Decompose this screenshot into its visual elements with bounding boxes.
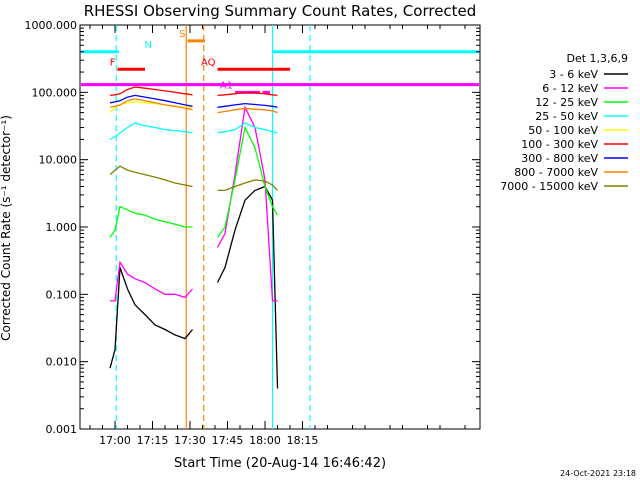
- x-tick-label: 17:15: [137, 434, 169, 447]
- legend-entry-label: 50 - 100 keV: [528, 124, 598, 137]
- legend-entry-label: 300 - 800 keV: [521, 152, 598, 165]
- y-tick-label: 1000.000: [25, 19, 78, 32]
- x-tick-label: 17:45: [212, 434, 244, 447]
- y-tick-label: 1.000: [46, 221, 78, 234]
- legend-entry-label: 3 - 6 keV: [549, 68, 598, 81]
- legend-entry-label: 6 - 12 keV: [542, 82, 598, 95]
- footer-timestamp: 24-Oct-2021 23:18: [560, 469, 636, 478]
- x-axis-ticks: 17:00 17:15 17:30 17:45 18:00 18:15: [89, 25, 466, 447]
- series-line: [110, 105, 278, 302]
- flag-bar-label: N: [145, 40, 152, 51]
- series-line: [109, 185, 279, 389]
- y-tick-label: 10.000: [39, 154, 78, 167]
- plot-area: N F S AQ A1: [79, 24, 481, 430]
- x-tick-label: 18:15: [287, 434, 319, 447]
- y-axis-label: Corrected Count Rate (s⁻¹ detector⁻¹): [0, 115, 13, 341]
- y-axis-ticks: 1000.000 100.000 10.000 1.000 0.100 0.010 0.00…: [25, 19, 480, 436]
- flag-bar-label: A1: [220, 80, 233, 91]
- x-tick-label: 17:00: [99, 434, 131, 447]
- y-tick-label: 0.100: [46, 288, 78, 301]
- series-line: [109, 86, 278, 97]
- legend-entry-label: 12 - 25 keV: [535, 96, 598, 109]
- legend-entry-label: 100 - 300 keV: [521, 138, 598, 151]
- flag-bar-label: S: [179, 29, 185, 40]
- x-tick-label: 17:30: [174, 434, 206, 447]
- y-tick-label: 100.000: [32, 86, 78, 99]
- series-line: [109, 94, 278, 108]
- y-tick-label: 0.001: [46, 423, 78, 436]
- legend-title: Det 1,3,6,9: [566, 52, 628, 65]
- legend-entry-label: 7000 - 15000 keV: [500, 180, 598, 193]
- series-line: [109, 98, 278, 114]
- chart-title: RHESSI Observing Summary Count Rates, Co…: [84, 2, 477, 20]
- flag-bar-label: F: [110, 57, 116, 68]
- flag-bar-label: AQ: [201, 57, 216, 68]
- x-axis-label: Start Time (20-Aug-14 16:46:42): [174, 456, 386, 471]
- series-line: [109, 125, 279, 238]
- x-tick-label: 18:00: [249, 434, 281, 447]
- series-line: [109, 165, 278, 192]
- legend-entry-label: 800 - 7000 keV: [514, 166, 598, 179]
- y-tick-label: 0.010: [46, 356, 78, 369]
- series-line: [109, 122, 278, 140]
- legend-entry-label: 25 - 50 keV: [535, 110, 598, 123]
